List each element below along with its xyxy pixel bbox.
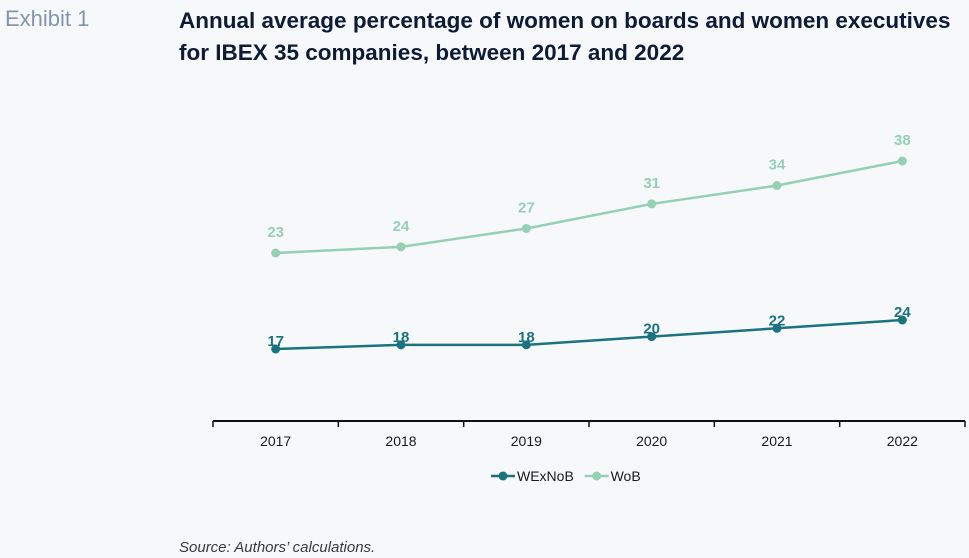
data-label: 27 — [518, 199, 535, 216]
data-point — [772, 323, 782, 333]
data-point — [521, 340, 531, 350]
x-axis: 2017 2018 2019 2020 2021 2022 — [212, 420, 966, 449]
data-label: 38 — [894, 132, 911, 149]
data-point — [521, 223, 531, 233]
data-point — [897, 315, 907, 325]
data-label: 20 — [643, 321, 660, 338]
data-label: 34 — [769, 157, 786, 174]
data-point — [396, 340, 406, 350]
x-tick-label: 2017 — [260, 433, 291, 449]
data-label: 18 — [393, 329, 410, 346]
legend-label: WoB — [611, 468, 641, 484]
x-tick-label: 2020 — [636, 433, 667, 449]
data-label: 18 — [518, 329, 535, 346]
data-label: 17 — [267, 333, 284, 350]
data-label: 24 — [393, 218, 410, 235]
exhibit-label: Exhibit 1 — [5, 6, 90, 31]
series-line — [275, 318, 903, 351]
data-label: 24 — [894, 304, 911, 321]
data-label: 23 — [267, 224, 284, 241]
x-tick-label: 2019 — [511, 433, 542, 449]
legend-marker-icon — [498, 471, 508, 481]
source-note: Source: Authors’ calculations. — [179, 539, 376, 556]
series-wob: 23 24 27 31 34 38 — [267, 132, 911, 258]
x-tick-label: 2018 — [385, 433, 416, 449]
legend-marker-icon — [592, 471, 602, 481]
data-point — [647, 199, 657, 209]
data-point — [271, 344, 281, 354]
chart-title: Annual average percentage of women on bo… — [179, 8, 951, 65]
legend-item-wexnob: WExNoB — [491, 468, 574, 484]
data-point — [897, 156, 907, 166]
data-label: 31 — [643, 175, 660, 192]
x-tick-label: 2021 — [761, 433, 792, 449]
data-label: 22 — [769, 312, 786, 329]
series-wexnob: 17 18 18 20 22 24 — [267, 304, 911, 354]
series-line — [275, 159, 903, 255]
data-point — [647, 332, 657, 342]
x-tick-label: 2022 — [887, 433, 918, 449]
data-point — [772, 181, 782, 191]
legend: WExNoB WoB — [491, 468, 641, 484]
legend-label: WExNoB — [517, 468, 574, 484]
data-point — [396, 242, 406, 252]
legend-item-wob: WoB — [584, 468, 641, 484]
data-point — [271, 248, 281, 258]
